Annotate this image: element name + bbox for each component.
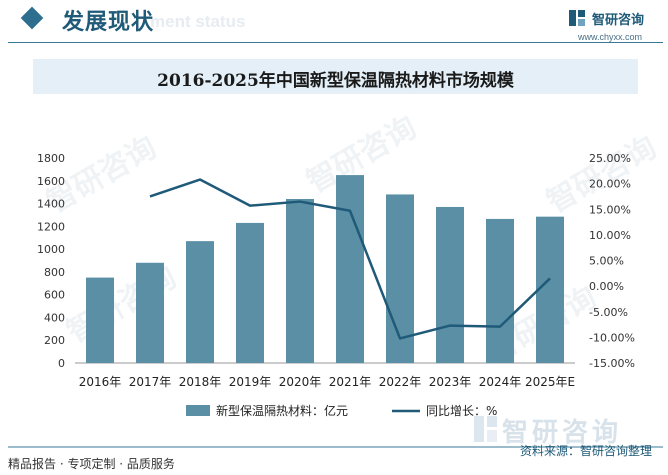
y-left-tick-label: 0 (58, 357, 65, 370)
y-right-tick-label: 10.00% (589, 229, 631, 242)
y-right-tick-label: -10.00% (589, 331, 635, 344)
brand-logo-icon (569, 10, 585, 26)
footer-tagline: 精品报告 · 专项定制 · 品质服务 (8, 457, 175, 471)
x-tick-label: 2024年 (479, 375, 522, 389)
bar (186, 241, 214, 363)
page-footer: 精品报告 · 专项定制 · 品质服务 (0, 447, 668, 475)
growth-line (149, 178, 551, 340)
y-left-tick-label: 200 (44, 334, 65, 347)
y-left-tick-label: 1400 (37, 198, 65, 211)
bar (336, 175, 364, 363)
y-right-tick-label: -15.00% (589, 357, 635, 370)
brand-name: 智研咨询 (592, 13, 645, 28)
x-tick-label: 2020年 (279, 375, 322, 389)
y-left-tick-label: 1800 (37, 152, 65, 165)
brand-logo-large-icon (474, 416, 497, 442)
header-divider (8, 42, 663, 43)
page-header: ment status 发展现状 智研咨询 www.chyxx.com (0, 0, 668, 44)
y-left-tick-label: 1000 (37, 243, 65, 256)
x-tick-label: 2025年E (525, 375, 575, 389)
y-left-tick-label: 400 (44, 311, 65, 324)
bar (536, 216, 564, 363)
y-right-tick-label: 0.00% (589, 280, 624, 293)
y-left-tick-label: 600 (44, 289, 65, 302)
x-tick-label: 2023年 (429, 375, 472, 389)
bar (236, 222, 264, 363)
bar (486, 218, 514, 363)
bar (86, 277, 114, 363)
y-left-tick-label: 1200 (37, 220, 65, 233)
y-left-tick-label: 800 (44, 266, 65, 279)
y-right-tick-label: 15.00% (589, 203, 631, 216)
chart-title: 2016-2025年中国新型保温隔热材料市场规模 (157, 71, 514, 91)
brand-name-large: 智研咨询 (502, 418, 623, 448)
y-right-tick-label: -5.00% (589, 306, 628, 319)
y-left-tick-label: 1600 (37, 175, 65, 188)
y-right-tick-label: 5.00% (589, 255, 624, 268)
x-tick-label: 2021年 (329, 375, 372, 389)
bar (286, 199, 314, 363)
legend-label-bar: 新型保温隔热材料：亿元 (216, 403, 348, 418)
y-right-tick-label: 25.00% (589, 152, 631, 165)
bar (436, 206, 464, 363)
x-tick-label: 2019年 (229, 375, 272, 389)
bar (136, 262, 164, 363)
header-ghost-text: ment status (150, 12, 246, 31)
chart-title-band: 2016-2025年中国新型保温隔热材料市场规模 (33, 59, 638, 94)
x-tick-label: 2018年 (179, 375, 222, 389)
x-tick-label: 2017年 (129, 375, 172, 389)
x-tick-label: 2016年 (79, 375, 122, 389)
legend-label-line: 同比增长：% (426, 404, 497, 418)
page-title: 发展现状 (62, 10, 155, 35)
legend-swatch-bar (186, 405, 210, 416)
x-tick-label: 2022年 (379, 375, 422, 389)
brand-url: www.chyxx.com (578, 32, 643, 42)
y-right-tick-label: 20.00% (589, 178, 631, 191)
source-note: 资料来源：智研咨询整理 (520, 444, 653, 458)
